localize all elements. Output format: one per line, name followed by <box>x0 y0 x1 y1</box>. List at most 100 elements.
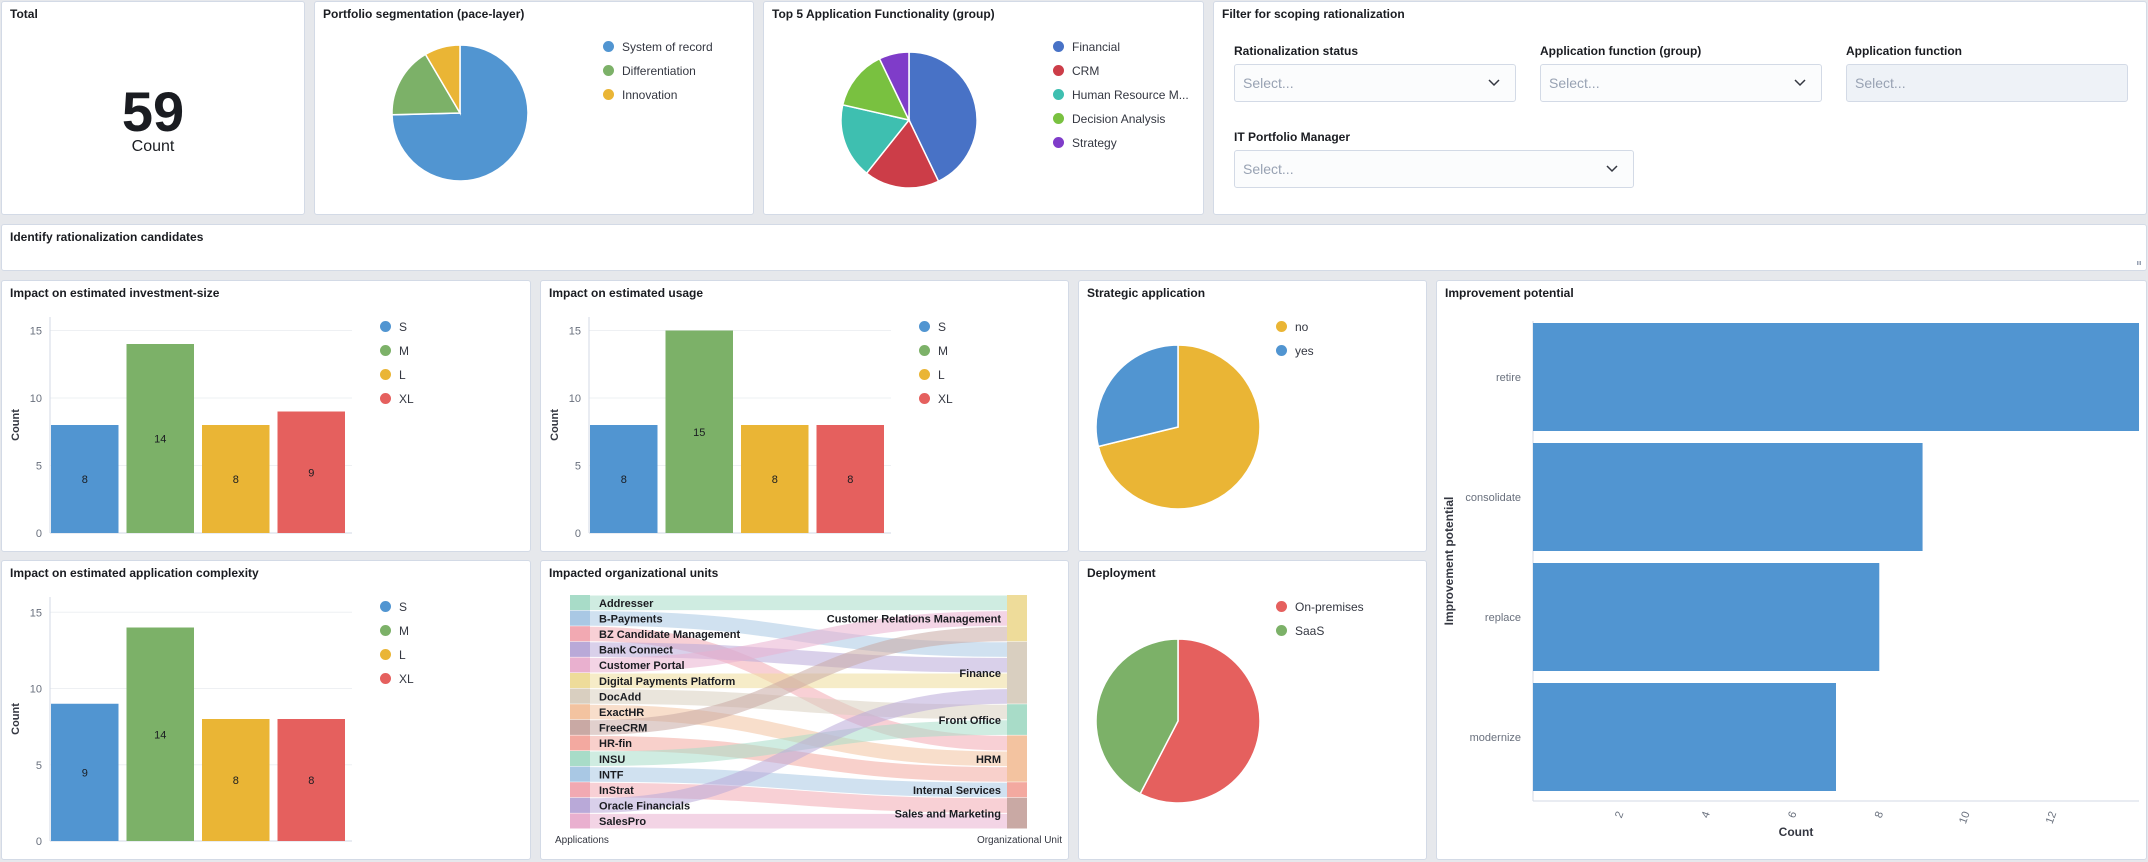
sankey-link[interactable] <box>589 611 1008 673</box>
legend-item-differentiation[interactable]: Differentiation <box>603 59 713 83</box>
pie-slice-on-premises[interactable] <box>1139 638 1261 804</box>
sankey-node-oracle-financials[interactable] <box>570 797 590 813</box>
app-function-select[interactable]: Select... <box>1846 64 2128 102</box>
legend-item-m[interactable]: M <box>380 619 414 643</box>
bar-value-label: 8 <box>621 474 627 486</box>
legend-item-strategy[interactable]: Strategy <box>1053 131 1189 155</box>
app-function-group-label: Application function (group) <box>1540 44 1702 58</box>
deployment-title: Deployment <box>1087 566 1156 580</box>
sankey-node-freecrm[interactable] <box>570 719 590 735</box>
bar-xl[interactable] <box>277 411 346 534</box>
bar-consolidate[interactable] <box>1533 443 1923 551</box>
sankey-link[interactable] <box>589 626 1008 735</box>
legend-item-m[interactable]: M <box>919 339 953 363</box>
bar-m[interactable] <box>665 330 734 534</box>
sankey-app-label: Oracle Financials <box>599 801 690 813</box>
bar-modernize[interactable] <box>1533 683 1836 791</box>
bar-s[interactable] <box>590 425 658 533</box>
legend-item-xl[interactable]: XL <box>380 387 414 411</box>
pie-slice-human-resource-m[interactable] <box>840 103 911 175</box>
rationalization-status-select[interactable]: Select... <box>1234 64 1516 102</box>
bar-m[interactable] <box>126 344 195 533</box>
legend-item-decision-analysis[interactable]: Decision Analysis <box>1053 107 1189 131</box>
pie-slice-crm[interactable] <box>865 118 940 189</box>
sankey-node-customer-portal[interactable] <box>570 657 590 673</box>
sankey-node-insu[interactable] <box>570 751 590 767</box>
legend-item-innovation[interactable]: Innovation <box>603 83 713 107</box>
legend-item-xl[interactable]: XL <box>919 387 953 411</box>
y-tick-label: 5 <box>36 461 42 473</box>
sankey-node-instrat[interactable] <box>570 782 590 798</box>
resize-handle-icon[interactable] <box>2136 260 2142 266</box>
sankey-node-bank-connect[interactable] <box>570 641 590 657</box>
bar-xl[interactable] <box>816 425 885 533</box>
it-portfolio-manager-select[interactable]: Select... <box>1234 150 1634 188</box>
bar-retire[interactable] <box>1533 323 2139 431</box>
sankey-link[interactable] <box>589 782 1008 813</box>
bar-replace[interactable] <box>1533 563 1880 671</box>
pie-slice-no[interactable] <box>1097 344 1261 510</box>
legend-dot-icon <box>1276 345 1287 356</box>
sankey-link[interactable] <box>589 767 1008 798</box>
bar-s[interactable] <box>51 425 119 533</box>
pie-slice-differentiation[interactable] <box>391 53 462 116</box>
sankey-node-intf[interactable] <box>570 766 590 782</box>
legend-item-on-premises[interactable]: On-premises <box>1276 595 1364 619</box>
legend-item-s[interactable]: S <box>919 315 953 339</box>
legend-label: M <box>938 344 948 358</box>
legend-item-human-resource-m[interactable]: Human Resource M... <box>1053 83 1189 107</box>
bar-l[interactable] <box>202 719 270 841</box>
legend-item-l[interactable]: L <box>380 643 414 667</box>
pie-slice-saas[interactable] <box>1095 638 1179 795</box>
legend-item-m[interactable]: M <box>380 339 414 363</box>
sankey-app-label: B-Payments <box>599 613 663 625</box>
legend-item-financial[interactable]: Financial <box>1053 35 1189 59</box>
sankey-link[interactable] <box>589 704 1008 767</box>
legend-item-s[interactable]: S <box>380 315 414 339</box>
pie-slice-financial[interactable] <box>908 51 978 183</box>
sankey-node-front-office[interactable] <box>1007 704 1027 735</box>
it-portfolio-manager-label: IT Portfolio Manager <box>1234 130 1351 144</box>
sankey-node-internal-services[interactable] <box>1007 782 1027 798</box>
bar-l[interactable] <box>202 425 270 533</box>
legend-item-system-of-record[interactable]: System of record <box>603 35 713 59</box>
bar-xl[interactable] <box>277 719 346 841</box>
sankey-node-docadd[interactable] <box>570 688 590 704</box>
sankey-node-b-payments[interactable] <box>570 610 590 626</box>
sankey-node-bz-candidate-management[interactable] <box>570 626 590 642</box>
legend-item-saas[interactable]: SaaS <box>1276 619 1364 643</box>
sankey-node-digital-payments-platform[interactable] <box>570 673 590 689</box>
pie-slice-innovation[interactable] <box>424 44 461 116</box>
legend-item-xl[interactable]: XL <box>380 667 414 691</box>
pie-slice-yes[interactable] <box>1095 344 1179 448</box>
y-tick-label: 10 <box>569 393 581 405</box>
sankey-node-hr-fin[interactable] <box>570 735 590 751</box>
bar-s[interactable] <box>51 703 119 841</box>
app-function-group-select[interactable]: Select... <box>1540 64 1822 102</box>
bar-m[interactable] <box>126 627 195 842</box>
legend-item-no[interactable]: no <box>1276 315 1314 339</box>
sankey-node-exacthr[interactable] <box>570 704 590 720</box>
legend-item-l[interactable]: L <box>919 363 953 387</box>
sankey-node-hrm[interactable] <box>1007 735 1027 782</box>
sankey-node-addresser[interactable] <box>570 595 590 611</box>
legend-dot-icon <box>1053 89 1064 100</box>
legend-item-crm[interactable]: CRM <box>1053 59 1189 83</box>
sankey-link[interactable] <box>589 611 1008 657</box>
pie-slice-strategy[interactable] <box>878 51 910 121</box>
legend-item-yes[interactable]: yes <box>1276 339 1314 363</box>
sankey-node-sales-and-marketing[interactable] <box>1007 797 1027 829</box>
legend-item-l[interactable]: L <box>380 363 414 387</box>
sankey-link[interactable] <box>589 642 1008 673</box>
sankey-node-salespro[interactable] <box>570 813 590 829</box>
sankey-link[interactable] <box>589 689 1008 720</box>
pie-slice-decision-analysis[interactable] <box>841 57 911 122</box>
legend-dot-icon <box>380 673 391 684</box>
sankey-node-customer-relations-management[interactable] <box>1007 595 1027 642</box>
sankey-node-finance[interactable] <box>1007 641 1027 704</box>
legend-dot-icon <box>603 41 614 52</box>
legend-item-s[interactable]: S <box>380 595 414 619</box>
sankey-link[interactable] <box>589 689 1008 813</box>
bar-l[interactable] <box>741 425 809 533</box>
legend-label: Decision Analysis <box>1072 112 1166 126</box>
